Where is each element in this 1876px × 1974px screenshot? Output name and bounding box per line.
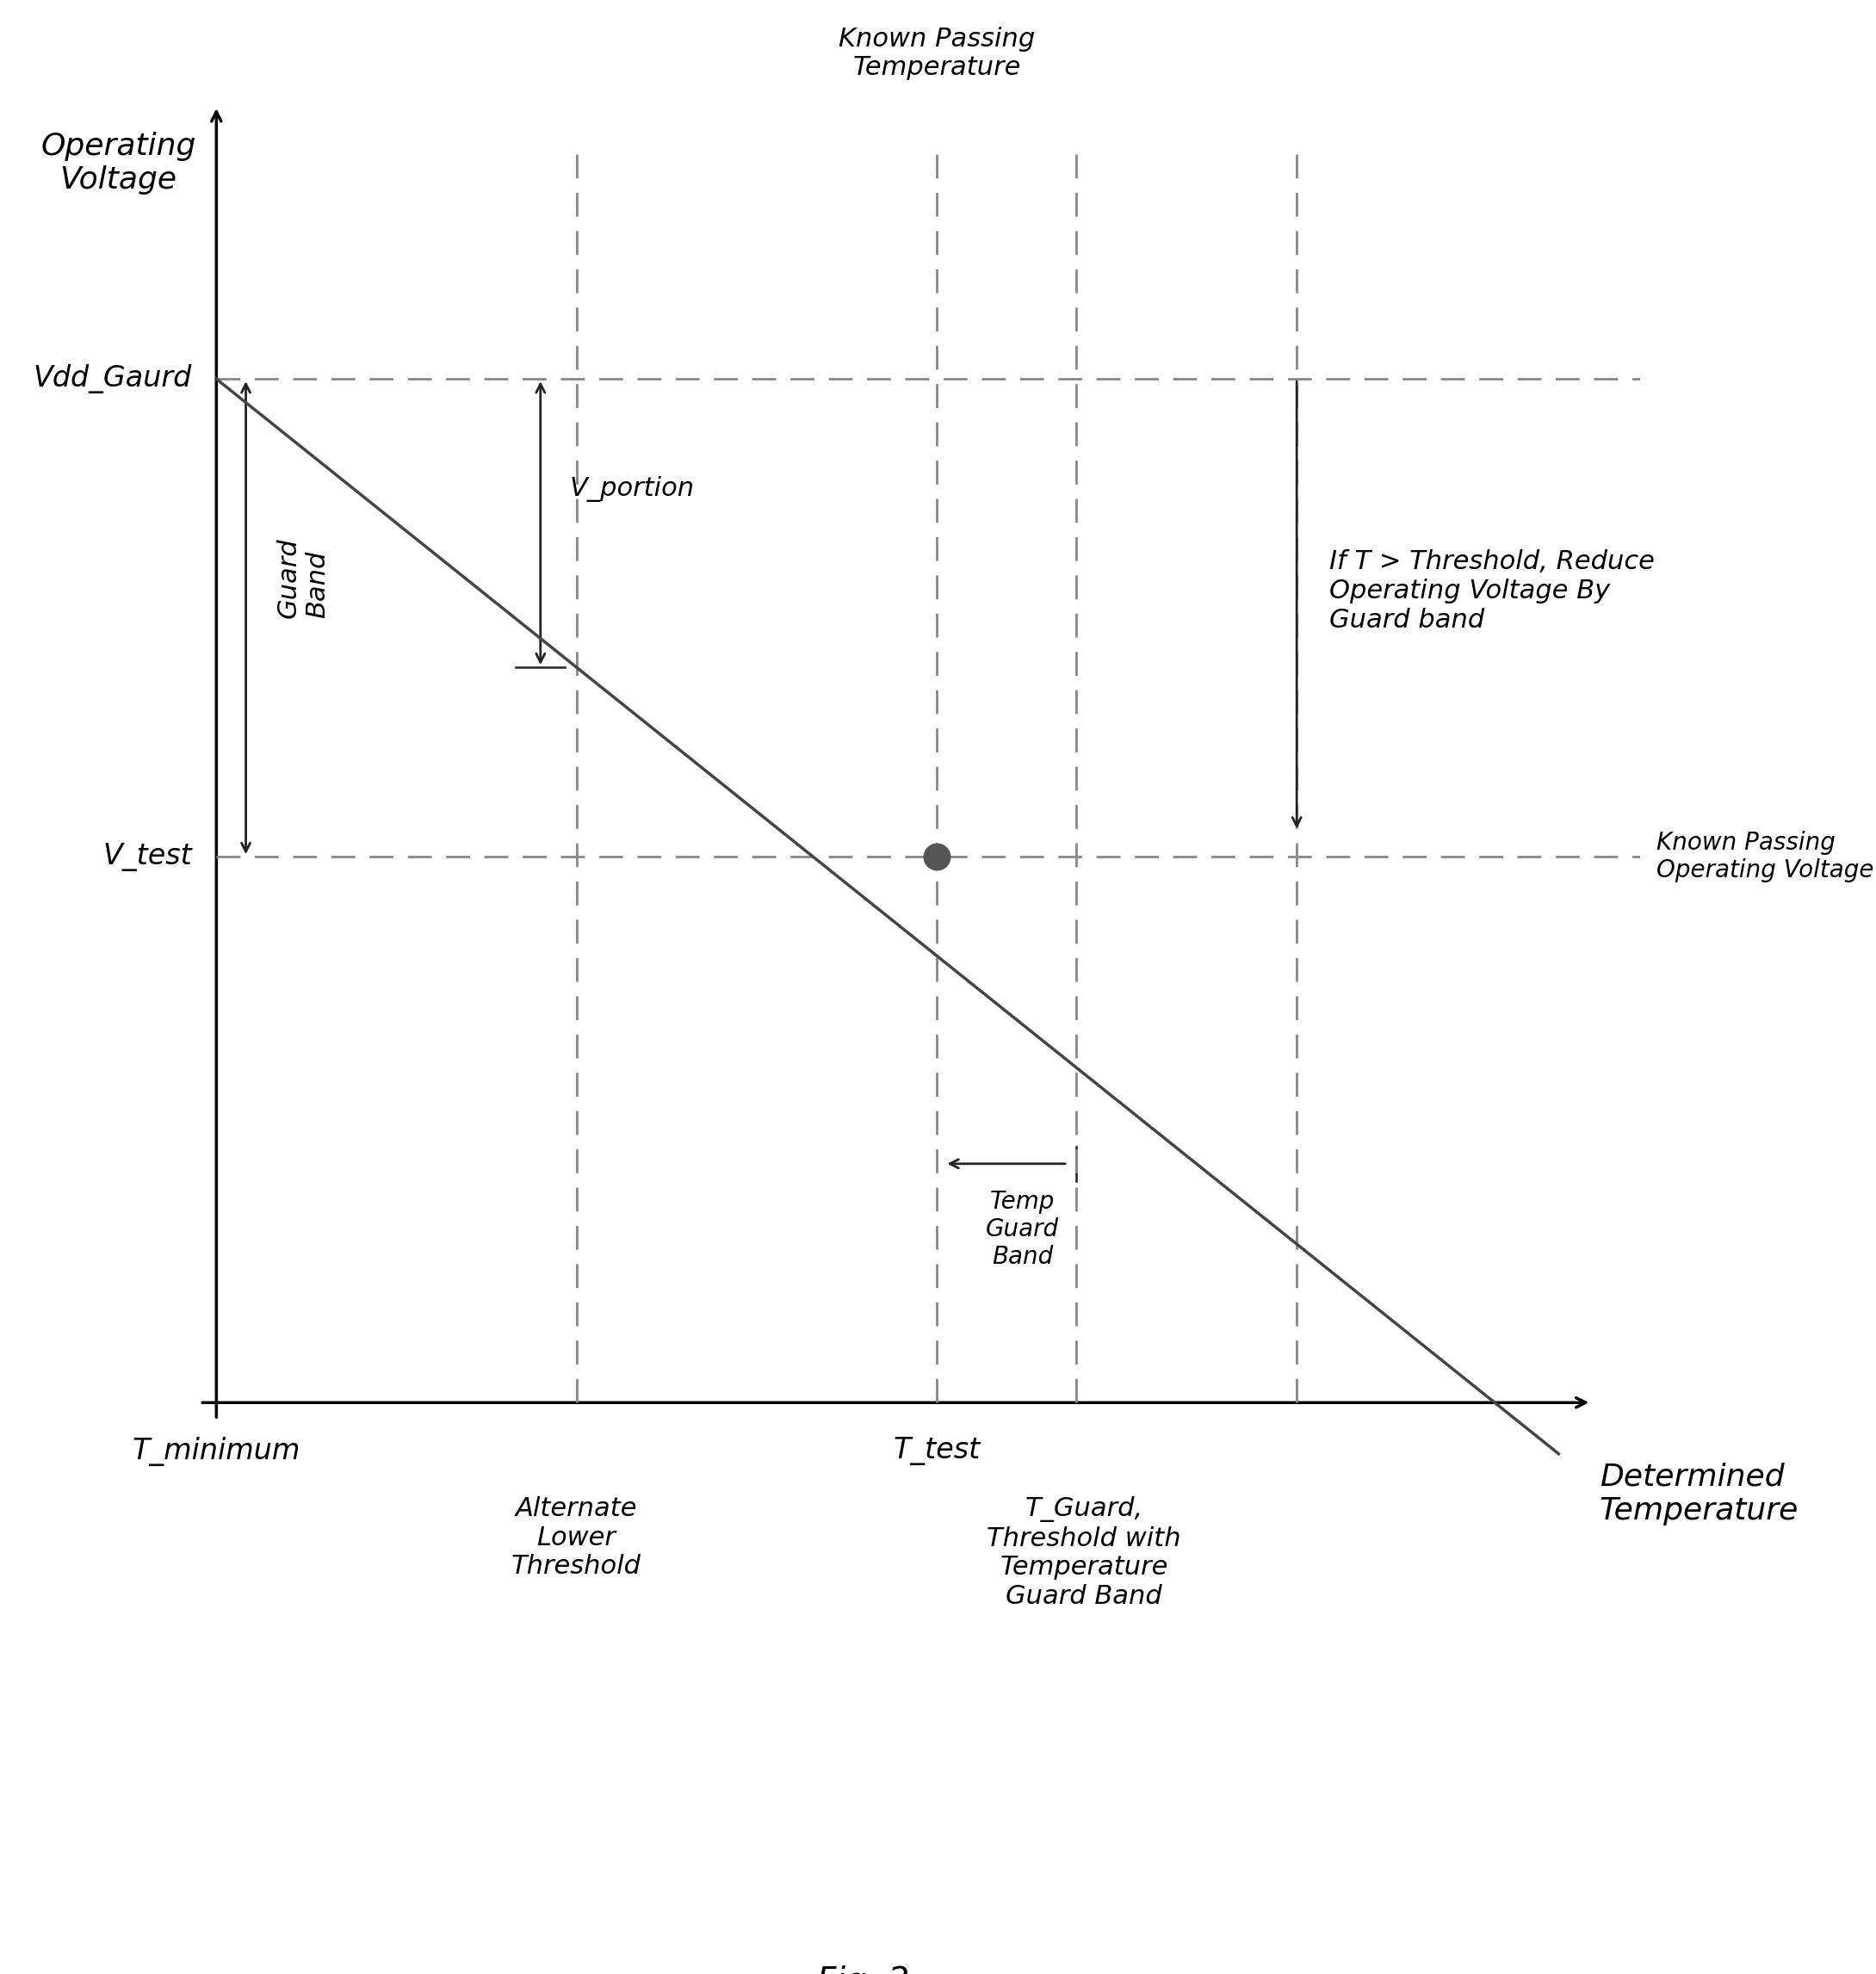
- Text: T_Guard,
Threshold with
Temperature
Guard Band: T_Guard, Threshold with Temperature Guar…: [987, 1496, 1182, 1609]
- Text: V_portion: V_portion: [570, 476, 694, 501]
- Text: Vdd_Gaurd: Vdd_Gaurd: [34, 365, 191, 393]
- Text: T_minimum: T_minimum: [133, 1437, 300, 1467]
- Text: If T > Threshold, Reduce
Operating Voltage By
Guard band: If T > Threshold, Reduce Operating Volta…: [1330, 549, 1655, 632]
- Text: Temp
Guard
Band: Temp Guard Band: [987, 1190, 1060, 1269]
- Text: Known Passing
Operating Voltage: Known Passing Operating Voltage: [1657, 831, 1874, 882]
- Text: Operating
Voltage: Operating Voltage: [41, 132, 195, 195]
- Text: T_test: T_test: [893, 1437, 979, 1465]
- Text: V_test: V_test: [103, 843, 191, 871]
- Text: Guard
Band: Guard Band: [276, 537, 330, 618]
- Text: Alternate
Lower
Threshold: Alternate Lower Threshold: [512, 1496, 642, 1579]
- Text: Known Passing
Temperature: Known Passing Temperature: [839, 26, 1036, 81]
- Text: Fig. 2: Fig. 2: [816, 1966, 910, 1974]
- Text: Determined
Temperature: Determined Temperature: [1600, 1463, 1799, 1526]
